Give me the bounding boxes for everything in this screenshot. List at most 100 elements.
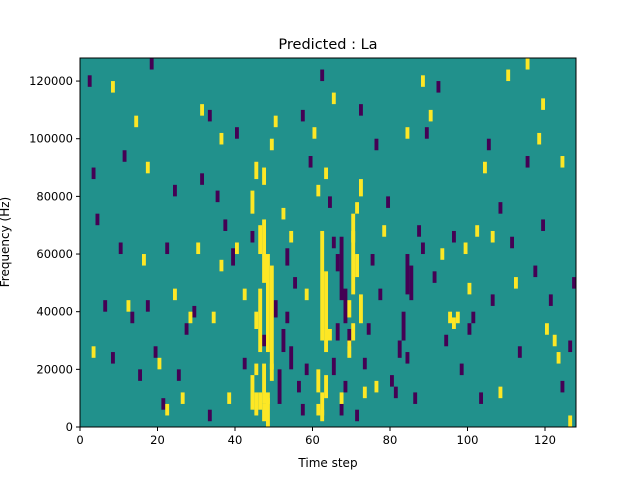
high-value-cell-40 bbox=[165, 403, 170, 416]
x-tick-label-100: 100 bbox=[457, 433, 479, 447]
high-value-cell-22 bbox=[328, 328, 332, 341]
low-value-cell-25 bbox=[277, 369, 282, 404]
low-value-cell-79 bbox=[308, 156, 313, 168]
high-value-cell-77 bbox=[467, 282, 472, 295]
high-value-cell-33 bbox=[359, 179, 363, 197]
low-value-cell-45 bbox=[130, 311, 135, 324]
low-value-cell-38 bbox=[215, 190, 220, 203]
high-value-cell-87 bbox=[382, 225, 387, 237]
x-tick-label-40: 40 bbox=[228, 433, 243, 447]
high-value-cell-39 bbox=[273, 115, 278, 128]
y-tick-label-120000: 120000 bbox=[29, 74, 73, 88]
low-value-cell-85 bbox=[122, 150, 127, 162]
high-value-cell-66 bbox=[134, 115, 139, 128]
low-value-cell-55 bbox=[490, 294, 495, 306]
low-value-cell-5 bbox=[393, 386, 398, 399]
low-value-cell-61 bbox=[541, 219, 546, 231]
high-value-cell-60 bbox=[552, 334, 557, 347]
high-value-cell-31 bbox=[351, 213, 356, 243]
high-value-cell-55 bbox=[475, 225, 480, 237]
low-value-cell-42 bbox=[103, 300, 108, 312]
high-value-cell-79 bbox=[514, 277, 518, 289]
high-value-cell-58 bbox=[525, 58, 530, 70]
x-tick-label-120: 120 bbox=[534, 433, 556, 447]
high-value-cell-85 bbox=[304, 288, 309, 301]
low-value-cell-48 bbox=[161, 398, 166, 410]
x-axis: 0 20 40 60 80 100 120 bbox=[76, 427, 556, 447]
high-value-cell-68 bbox=[200, 104, 205, 116]
high-value-cell-11 bbox=[258, 392, 263, 410]
high-value-cell-88 bbox=[428, 109, 433, 122]
high-value-cell-34 bbox=[362, 386, 367, 399]
high-value-cell-82 bbox=[126, 300, 131, 312]
y-tick-label-0: 0 bbox=[66, 420, 73, 434]
low-value-cell-33 bbox=[176, 369, 181, 381]
low-value-cell-77 bbox=[250, 230, 255, 243]
low-value-cell-63 bbox=[560, 380, 565, 393]
high-value-cell-83 bbox=[142, 254, 146, 266]
low-value-cell-24 bbox=[273, 300, 278, 318]
high-value-cell-16 bbox=[324, 271, 329, 353]
low-value-cell-51 bbox=[444, 334, 449, 347]
low-value-cell-67 bbox=[366, 323, 371, 335]
low-value-cell-76 bbox=[242, 357, 247, 370]
low-value-cell-72 bbox=[452, 230, 456, 243]
high-value-cell-20 bbox=[316, 403, 321, 416]
high-value-cell-37 bbox=[262, 167, 267, 185]
heatmap-cells bbox=[87, 58, 577, 427]
high-value-cell-50 bbox=[448, 311, 453, 324]
low-value-cell-22 bbox=[285, 311, 290, 324]
low-value-cell-41 bbox=[95, 213, 100, 226]
high-value-cell-35 bbox=[250, 190, 255, 214]
low-value-cell-68 bbox=[362, 357, 367, 370]
low-value-cell-11 bbox=[343, 288, 348, 324]
high-value-cell-28 bbox=[359, 294, 363, 324]
high-value-cell-9 bbox=[269, 363, 274, 381]
high-value-cell-3 bbox=[269, 265, 274, 370]
low-value-cell-1 bbox=[409, 265, 414, 301]
y-tick-label-20000: 20000 bbox=[36, 362, 73, 376]
high-value-cell-44 bbox=[242, 288, 247, 301]
high-value-cell-19 bbox=[320, 392, 325, 416]
high-value-cell-80 bbox=[545, 323, 549, 335]
low-value-cell-46 bbox=[138, 369, 143, 381]
high-value-cell-43 bbox=[235, 242, 239, 255]
low-value-cell-21 bbox=[289, 346, 294, 370]
low-value-cell-35 bbox=[145, 300, 150, 312]
low-value-cell-53 bbox=[471, 311, 476, 324]
low-value-cell-73 bbox=[467, 323, 472, 335]
y-axis-label: Frequency (Hz) bbox=[0, 197, 12, 288]
low-value-cell-83 bbox=[374, 138, 379, 151]
low-value-cell-9 bbox=[417, 225, 422, 237]
low-value-cell-64 bbox=[572, 277, 577, 289]
low-value-cell-15 bbox=[355, 409, 360, 422]
low-value-cell-14 bbox=[331, 357, 336, 376]
low-value-cell-56 bbox=[498, 202, 503, 214]
high-value-cell-54 bbox=[463, 242, 468, 255]
high-value-cell-29 bbox=[351, 323, 356, 341]
plot-area bbox=[79, 57, 577, 428]
low-value-cell-75 bbox=[235, 127, 239, 139]
low-value-cell-88 bbox=[207, 409, 212, 422]
low-value-cell-54 bbox=[479, 392, 484, 404]
high-value-cell-23 bbox=[316, 184, 321, 197]
high-value-cell-65 bbox=[111, 81, 115, 93]
high-value-cell-56 bbox=[483, 161, 487, 174]
low-value-cell-47 bbox=[149, 58, 154, 70]
low-value-cell-12 bbox=[335, 323, 340, 341]
high-value-cell-61 bbox=[560, 156, 565, 168]
high-value-cell-10 bbox=[254, 392, 259, 416]
low-value-cell-18 bbox=[335, 254, 340, 272]
high-value-cell-76 bbox=[421, 75, 425, 87]
x-tick-label-20: 20 bbox=[150, 433, 165, 447]
high-value-cell-6 bbox=[262, 363, 267, 404]
high-value-cell-75 bbox=[405, 127, 410, 139]
low-value-cell-70 bbox=[424, 127, 429, 139]
low-value-cell-6 bbox=[405, 352, 410, 364]
low-value-cell-23 bbox=[293, 277, 298, 289]
high-value-cell-45 bbox=[180, 392, 185, 404]
y-tick-label-80000: 80000 bbox=[36, 189, 73, 203]
low-value-cell-27 bbox=[300, 403, 305, 416]
high-value-cell-4 bbox=[258, 288, 263, 353]
low-value-cell-36 bbox=[165, 242, 170, 255]
